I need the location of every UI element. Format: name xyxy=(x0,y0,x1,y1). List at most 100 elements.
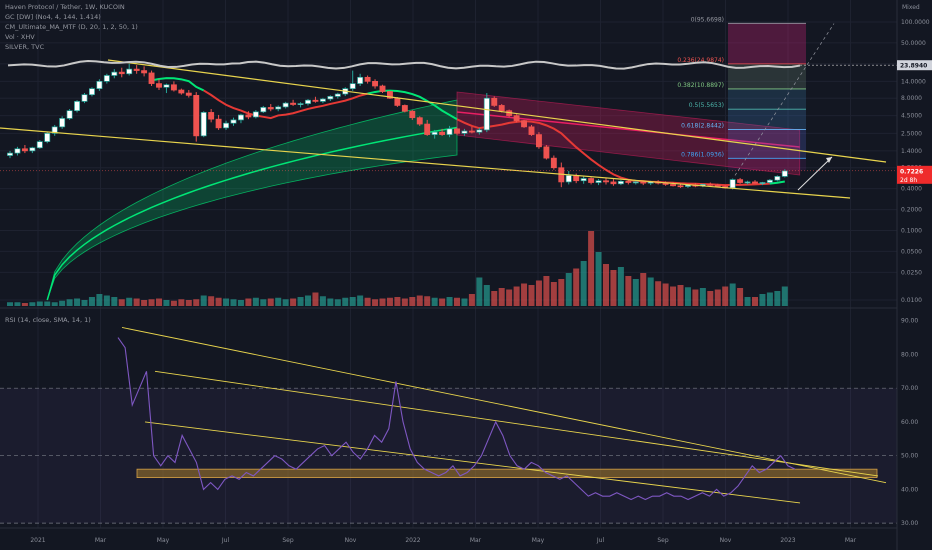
volume-bar xyxy=(44,301,51,306)
candle-body xyxy=(752,181,758,184)
price-tick-label: 50.0000 xyxy=(901,40,926,47)
candle-body xyxy=(312,99,319,102)
ma-green-late xyxy=(769,180,785,185)
volume-bar xyxy=(424,296,431,306)
volume-bars xyxy=(7,231,788,306)
candle-body xyxy=(737,179,744,183)
candle-body xyxy=(238,114,244,121)
time-axis[interactable]: 2021 Mar May Jul Sep Nov 2022 Mar May Jul Sep Nov 20… xyxy=(0,527,897,544)
price-tick-label: 4.5000 xyxy=(901,113,922,120)
candle-body xyxy=(163,84,170,88)
candle-body xyxy=(305,99,311,104)
volume-bar xyxy=(409,297,416,306)
volume-bar xyxy=(297,297,304,306)
volume-bar xyxy=(543,276,550,306)
volume-bar xyxy=(386,297,393,306)
candle-body xyxy=(707,184,714,186)
volume-bar xyxy=(379,298,386,306)
volume-bar xyxy=(655,281,662,306)
candle-body xyxy=(282,102,289,108)
candle-body xyxy=(424,123,431,135)
fib-zone-top xyxy=(728,23,806,64)
volume-bar xyxy=(74,298,81,306)
candle-body xyxy=(535,134,542,148)
trendlines[interactable] xyxy=(0,59,887,199)
candle-body xyxy=(491,97,498,106)
time-tick-label: Nov xyxy=(345,537,357,544)
indicator-ma-legend[interactable]: CM_Ultimate_MA_MTF (D, 20, 1, 2, 50, 1) xyxy=(5,23,138,31)
candle-body xyxy=(156,83,162,88)
volume-bar xyxy=(752,297,758,306)
volume-bar xyxy=(141,300,148,306)
indicator-gc-legend[interactable]: GC [DW] (No4, 4, 144, 1.414) xyxy=(5,13,101,21)
price-tick-label: 0.0250 xyxy=(901,269,922,276)
volume-bar xyxy=(729,283,736,306)
volume-bar xyxy=(468,294,475,306)
volume-bar xyxy=(185,300,192,306)
volume-bar xyxy=(692,289,699,306)
volume-bar xyxy=(744,297,751,306)
volume-bar xyxy=(319,296,326,306)
projection-arrow xyxy=(797,156,833,191)
fib-zone-3 xyxy=(728,88,806,110)
candle-body xyxy=(759,182,766,184)
candle-body xyxy=(416,117,423,125)
price-tick-label: 0.0500 xyxy=(901,248,922,255)
volume-bar xyxy=(670,286,677,306)
candle-body xyxy=(498,105,505,112)
indicator-volume-legend[interactable]: Vol · XHV xyxy=(5,33,35,41)
candle-body xyxy=(401,105,408,112)
candle-body xyxy=(51,126,58,134)
candle-body xyxy=(223,122,229,129)
candle-body xyxy=(781,170,788,177)
time-tick-label: May xyxy=(532,537,545,544)
rsi-trendline-1 xyxy=(121,327,887,484)
candle-body xyxy=(446,128,453,135)
fib-level-label: 0(95.6698) xyxy=(691,16,724,23)
volume-bar xyxy=(51,302,58,306)
volume-bar xyxy=(558,279,565,306)
candle-body xyxy=(409,110,416,119)
volume-bar xyxy=(103,295,110,306)
volume-bar xyxy=(662,283,669,306)
symbol-title[interactable]: Haven Protocol / Tether, 1W, KUCOIN xyxy=(5,3,125,11)
volume-bar xyxy=(267,298,274,306)
gaussian-channel-red xyxy=(456,91,801,176)
candle-body xyxy=(729,179,736,189)
fib-level-label: 0.5(5.5653) xyxy=(689,102,724,109)
time-tick-label: May xyxy=(157,537,170,544)
volume-bar xyxy=(364,297,371,306)
rsi-line xyxy=(117,337,796,501)
silver-badge-value: 23.8940 xyxy=(900,63,927,70)
candle-body xyxy=(379,85,386,92)
silver-line xyxy=(7,60,897,70)
volume-bar xyxy=(193,299,200,306)
candle-body xyxy=(387,91,393,99)
candle-body xyxy=(431,131,438,135)
volume-bar xyxy=(528,285,535,306)
volume-bar xyxy=(327,298,334,306)
gaussian-midline-green xyxy=(46,126,458,301)
volume-bar xyxy=(625,276,632,306)
volume-bar xyxy=(737,288,744,306)
rsi-legend[interactable]: RSI (14, close, SMA, 14, 1) xyxy=(5,316,91,324)
volume-bar xyxy=(36,301,43,306)
trendline-lower xyxy=(0,127,851,199)
candle-body xyxy=(364,76,371,82)
candle-body xyxy=(290,102,297,105)
volume-bar xyxy=(88,297,95,306)
volume-bar xyxy=(111,297,118,306)
price-tick-label: 0.4000 xyxy=(901,186,922,193)
candle-body xyxy=(603,180,609,183)
scale-mode-label[interactable]: Mixed xyxy=(902,4,920,11)
volume-bar xyxy=(96,294,103,306)
candle-body xyxy=(595,180,602,183)
candle-body xyxy=(513,115,520,122)
volume-bar xyxy=(170,300,177,306)
indicator-silver-legend[interactable]: SILVER, TVC xyxy=(5,43,45,51)
candle-body xyxy=(81,94,88,102)
volume-bar xyxy=(714,289,721,306)
fib-level-label: 0.236(24.9874) xyxy=(677,57,724,64)
